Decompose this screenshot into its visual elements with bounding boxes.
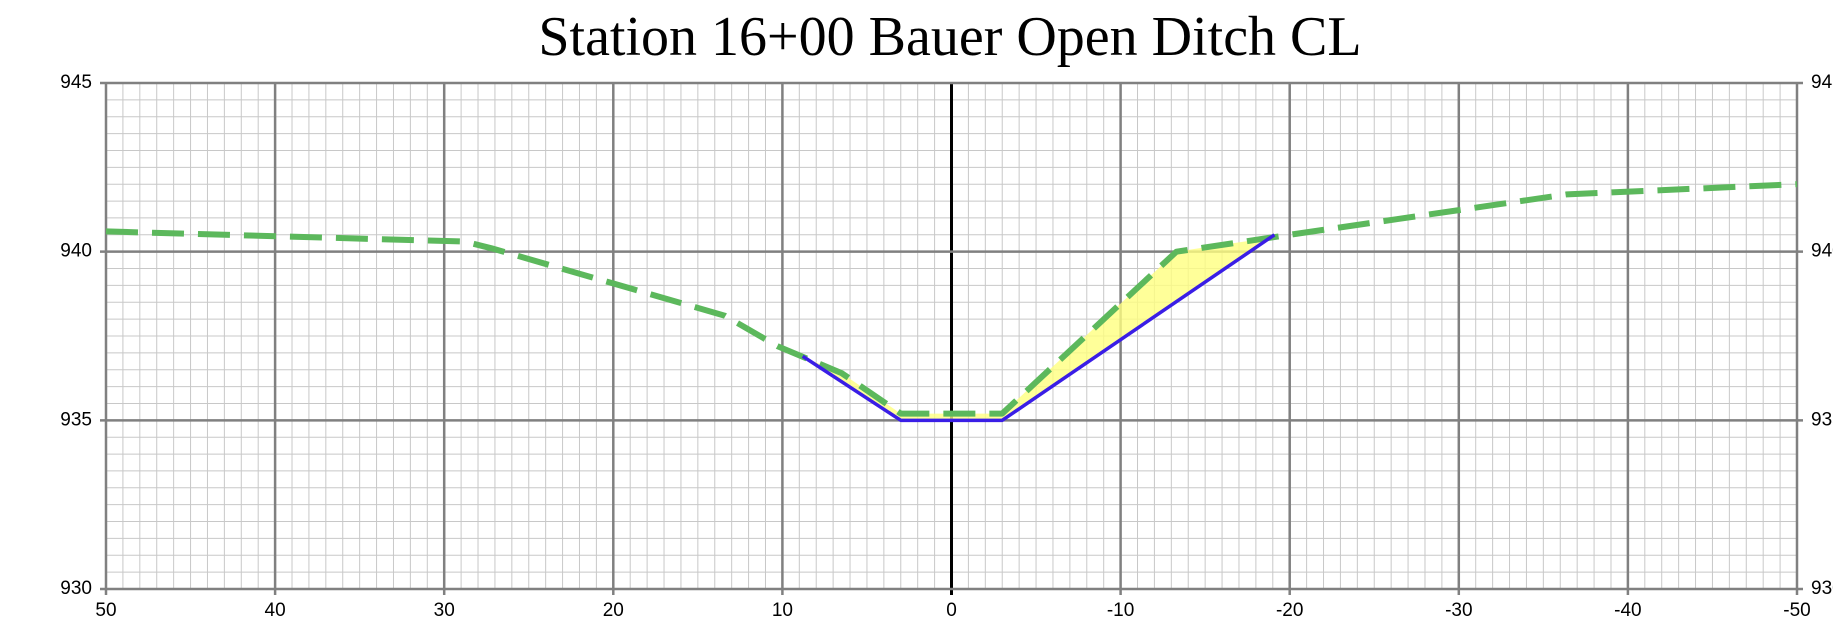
x-tick-label: 10 — [772, 600, 793, 621]
x-tick-label: 20 — [603, 600, 624, 621]
x-tick-label: -30 — [1445, 600, 1472, 621]
series-line — [801, 233, 1276, 423]
x-tick-label: 50 — [95, 600, 116, 621]
x-tick-label: 40 — [265, 600, 286, 621]
x-tick-label: -10 — [1107, 600, 1134, 621]
y-tick-label-right: 940 — [1811, 241, 1833, 262]
chart-title: Station 16+00 Bauer Open Ditch CL — [538, 6, 1361, 68]
x-tick-label: -20 — [1276, 600, 1303, 621]
y-tick-label: 930 — [60, 578, 92, 599]
x-tick-label: -50 — [1783, 600, 1810, 621]
x-tick-label: 0 — [946, 600, 957, 621]
y-tick-label: 940 — [60, 241, 92, 262]
cut-fill-area — [802, 234, 1275, 421]
x-tick-label: 30 — [434, 600, 455, 621]
y-tick-label-right: 935 — [1811, 409, 1833, 430]
y-tick-label: 935 — [60, 409, 92, 430]
y-tick-label-right: 930 — [1811, 578, 1833, 599]
y-tick-label-right: 945 — [1811, 72, 1833, 93]
x-tick-label: -40 — [1614, 600, 1641, 621]
y-tick-label: 945 — [60, 72, 92, 93]
series-line — [105, 181, 1798, 417]
